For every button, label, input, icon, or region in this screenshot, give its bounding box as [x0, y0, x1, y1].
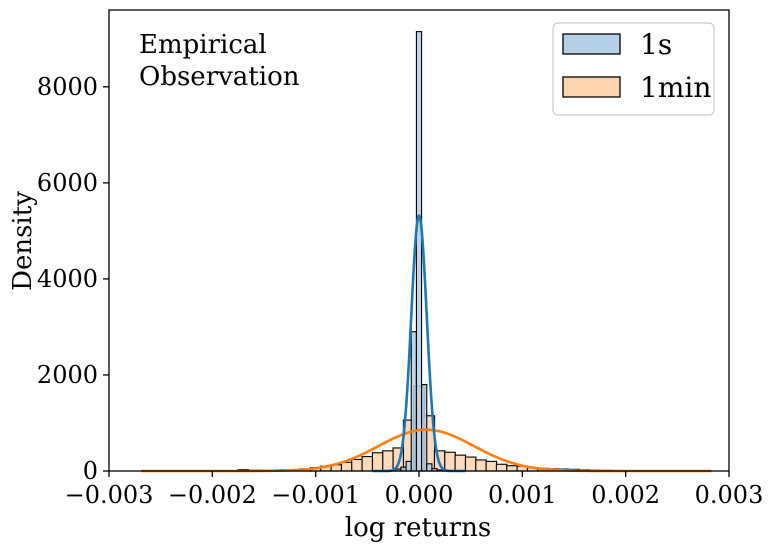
legend: 1s 1min: [552, 22, 715, 116]
annotation-line-1: Empirical: [139, 30, 267, 60]
y-tick-label: 0: [83, 457, 98, 485]
y-axis-label: Density: [8, 191, 38, 291]
y-tick-label: 8000: [37, 73, 98, 101]
bar-1s-7: [426, 463, 433, 472]
y-tick-label: 2000: [37, 361, 98, 389]
bar-1s-3: [405, 460, 412, 472]
legend-label-1s: 1s: [640, 28, 672, 61]
y-tick-label: 6000: [37, 169, 98, 197]
bar-1min-21: [454, 454, 467, 472]
bar-1s-4: [410, 331, 417, 472]
x-tick-label: 0.002: [591, 481, 660, 509]
x-axis-ticks: −0.003 −0.002 −0.001 0.000 0.001 0.002 0.003: [65, 471, 764, 509]
bar-1min-24: [485, 460, 498, 472]
x-tick-label: 0.001: [488, 481, 557, 509]
bar-1min-10: [340, 461, 353, 472]
bar-1min-11: [351, 458, 363, 472]
bar-1min-25: [495, 463, 508, 472]
legend-swatch-1s: [562, 33, 621, 55]
x-tick-label: 0.000: [385, 481, 454, 509]
series-1min-bars: [237, 385, 663, 472]
bar-1min-22: [464, 456, 477, 472]
legend-swatch-1min: [562, 76, 621, 98]
bar-1min-26: [506, 465, 518, 472]
x-tick-label: −0.001: [271, 481, 360, 509]
y-tick-label: 4000: [37, 265, 98, 293]
legend-label-1min: 1min: [640, 71, 711, 104]
x-tick-label: −0.002: [168, 481, 257, 509]
bar-1min-14: [382, 450, 394, 472]
bar-1min-12: [361, 456, 374, 472]
annotation-line-2: Observation: [139, 62, 300, 92]
x-tick-label: −0.003: [65, 481, 154, 509]
bar-1s-6: [421, 384, 428, 472]
x-axis-label: log returns: [345, 513, 491, 543]
bar-1min-13: [371, 452, 384, 472]
series-1s-bars: [390, 31, 448, 472]
bar-1s-5: [415, 31, 423, 472]
bar-1min-23: [475, 459, 487, 472]
y-axis-ticks: 0 2000 4000 6000 8000: [37, 73, 109, 485]
bar-1min-20: [444, 451, 456, 472]
x-tick-label: 0.003: [695, 481, 764, 509]
